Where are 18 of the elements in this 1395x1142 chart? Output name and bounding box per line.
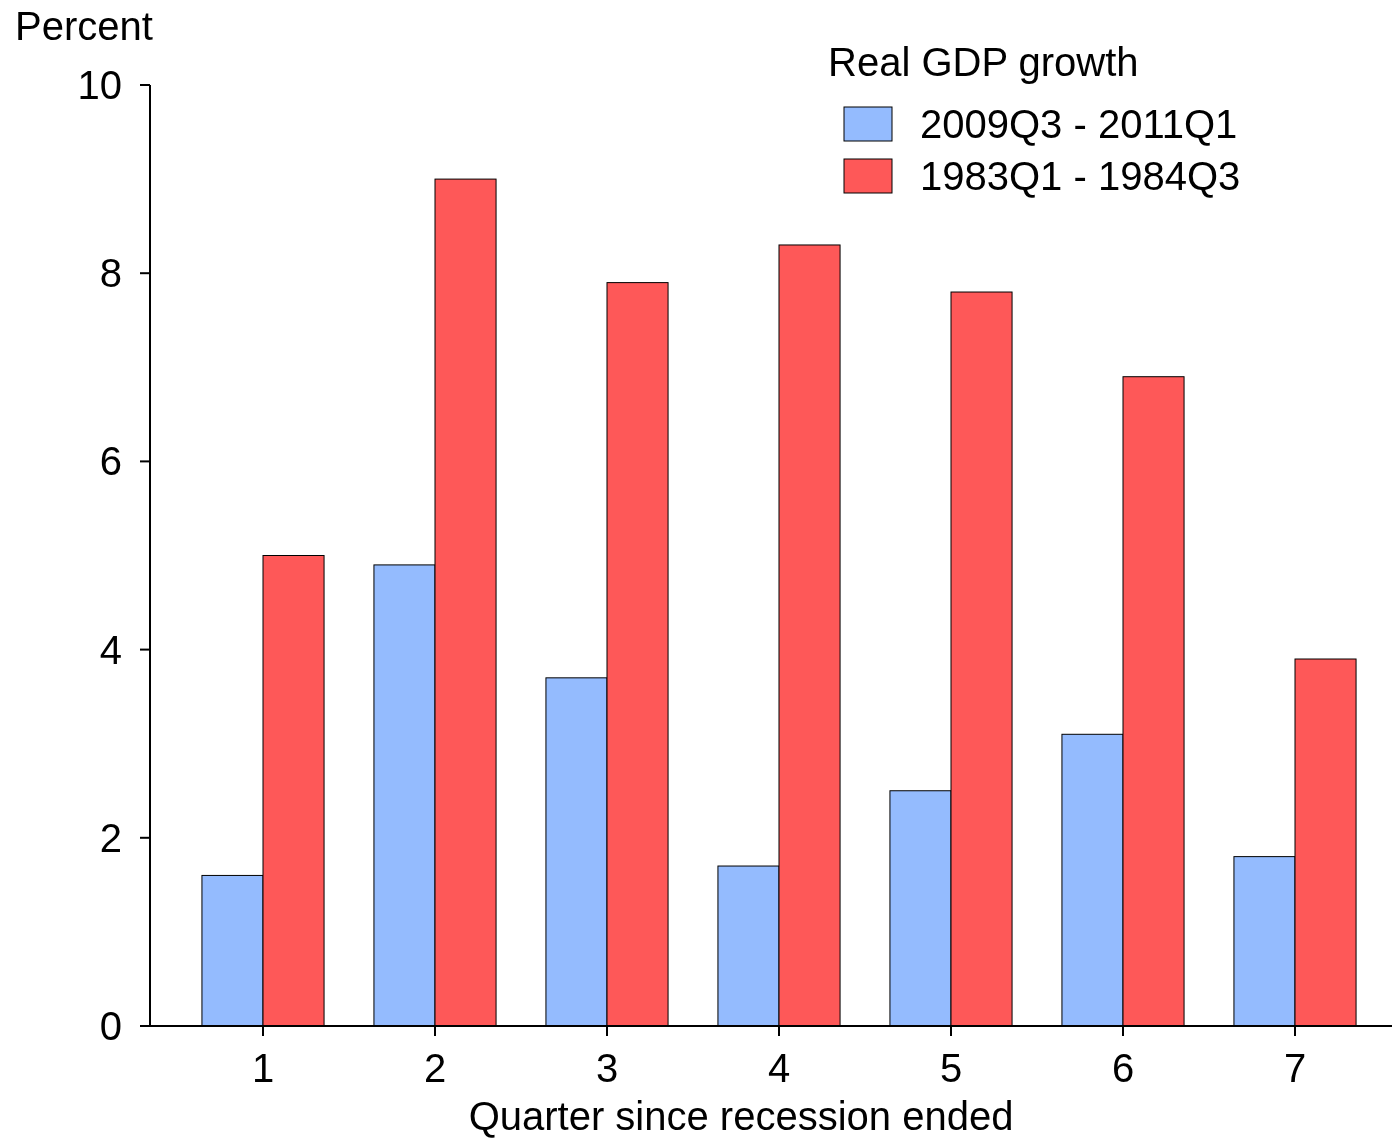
x-tick-label: 2	[423, 1046, 447, 1090]
legend-title: Real GDP growth	[828, 40, 1139, 84]
x-tick-label: 7	[1283, 1046, 1307, 1090]
x-tick-label: 1	[251, 1046, 275, 1090]
y-tick-label: 6	[99, 439, 122, 484]
y-tick-label: 10	[77, 63, 122, 107]
x-tick-label: 3	[595, 1046, 619, 1090]
y-tick-label: 0	[99, 1004, 122, 1048]
x-tick-label: 6	[1111, 1046, 1135, 1090]
x-tick-label: 5	[939, 1046, 963, 1090]
x-tick-label: 4	[767, 1046, 791, 1090]
legend-label: 2009Q3 - 2011Q1	[920, 102, 1238, 146]
legend-label: 1983Q1 - 1984Q3	[920, 154, 1241, 198]
y-axis-title: Percent	[15, 4, 153, 48]
y-tick-label: 2	[99, 815, 122, 860]
x-axis-title: Quarter since recession ended	[468, 1094, 1014, 1138]
y-tick-label: 8	[99, 251, 122, 296]
y-tick-label: 4	[99, 627, 122, 672]
